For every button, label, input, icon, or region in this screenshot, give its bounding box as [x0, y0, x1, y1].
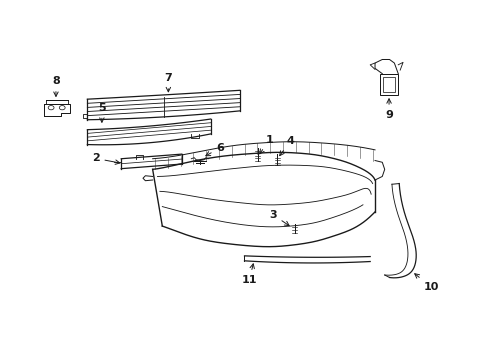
Text: 2: 2 — [92, 153, 120, 164]
Text: 6: 6 — [205, 143, 224, 156]
Text: 8: 8 — [52, 76, 60, 96]
Text: 1: 1 — [259, 135, 273, 154]
Bar — [383, 77, 394, 92]
Text: 7: 7 — [164, 73, 172, 92]
Text: 11: 11 — [241, 264, 257, 285]
Text: 10: 10 — [414, 274, 438, 292]
Text: 3: 3 — [269, 210, 288, 226]
Text: 9: 9 — [385, 99, 392, 120]
Text: 4: 4 — [279, 136, 294, 156]
Bar — [379, 74, 397, 95]
Text: 5: 5 — [98, 103, 105, 122]
